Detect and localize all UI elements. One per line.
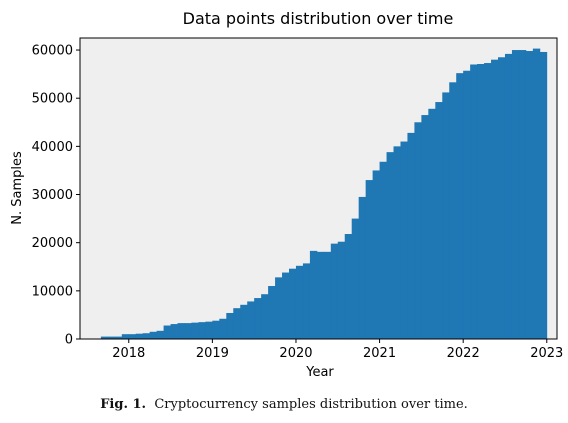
histogram-bar	[442, 92, 450, 339]
y-tick-label: 20000	[32, 236, 73, 251]
plot-frame	[79, 37, 558, 340]
histogram-bar	[491, 59, 499, 340]
histogram-bar	[456, 73, 464, 339]
histogram-bar	[393, 146, 401, 339]
histogram-bar	[435, 102, 443, 339]
histogram-bar	[407, 132, 415, 339]
histogram-bar	[177, 323, 185, 339]
y-tick-label: 40000	[32, 140, 73, 155]
y-tick-label: 10000	[32, 284, 73, 299]
histogram-bar	[498, 57, 506, 339]
histogram-bar	[149, 331, 158, 339]
y-tick-label: 50000	[32, 92, 73, 107]
histogram-bar	[295, 265, 304, 339]
histogram-bar	[135, 333, 144, 339]
histogram-bar	[163, 325, 171, 339]
x-tick-label: 2018	[112, 346, 145, 361]
histogram-bar	[114, 336, 123, 339]
y-tick-label: 30000	[32, 188, 73, 203]
histogram-bar	[212, 320, 220, 339]
histogram-bar	[184, 323, 192, 339]
histogram-bar	[226, 312, 234, 339]
x-axis-ticks: 2018 2019 2020 2021 2022 2023	[112, 339, 563, 361]
histogram-bar	[337, 241, 346, 339]
histogram-bar	[156, 330, 165, 339]
y-axis-label: N. Samples	[10, 151, 25, 225]
histogram-bar	[198, 322, 206, 339]
histogram-bar	[525, 51, 534, 339]
histogram-bar	[261, 294, 269, 339]
histogram-bar	[470, 64, 478, 340]
x-tick-label: 2021	[363, 346, 396, 361]
x-axis-label: Year	[305, 365, 334, 380]
histogram-bar	[358, 196, 367, 339]
histogram-bar	[275, 277, 283, 339]
histogram-chart: Data points distribution over time 0 1000…	[10, 9, 563, 380]
histogram-bar	[504, 53, 513, 339]
histogram-bar	[539, 51, 548, 339]
figure-caption-text: Cryptocurrency samples distribution over…	[154, 397, 468, 412]
histogram-bar	[254, 298, 262, 339]
histogram-bar	[219, 318, 227, 339]
histogram-bar	[351, 218, 360, 339]
histogram-bar	[302, 263, 311, 339]
histogram-bar	[191, 322, 199, 339]
histogram-bar	[379, 161, 387, 339]
histogram-bar	[511, 50, 520, 339]
histogram-bar	[400, 141, 408, 339]
histogram-bar	[428, 108, 436, 339]
histogram-bar	[323, 251, 332, 339]
histogram-bar	[107, 336, 116, 339]
histogram-bar	[518, 50, 527, 339]
histogram-bar	[344, 234, 353, 339]
histogram-bar	[170, 324, 178, 339]
x-tick-label: 2022	[447, 346, 480, 361]
histogram-bar	[330, 243, 339, 339]
histogram-bar	[414, 122, 422, 339]
y-axis-ticks: 0 10000 20000 30000 40000 50000 60000	[32, 44, 80, 348]
x-tick-label: 2023	[530, 346, 563, 361]
y-tick-label: 0	[65, 333, 73, 348]
histogram-bar	[205, 321, 213, 339]
histogram-bar	[121, 334, 130, 339]
histogram-bar	[142, 333, 151, 339]
x-tick-label: 2019	[196, 346, 229, 361]
figure-caption: Fig. 1. Cryptocurrency samples distribut…	[0, 397, 568, 412]
x-tick-label: 2020	[279, 346, 312, 361]
chart-title: Data points distribution over time	[183, 9, 454, 28]
histogram-bar	[484, 63, 492, 339]
histogram-bar	[421, 115, 429, 339]
histogram-bar	[100, 336, 109, 339]
histogram-bar	[268, 286, 276, 339]
histogram-bar	[449, 82, 457, 339]
histogram-bar	[289, 268, 297, 339]
histogram-bar	[477, 64, 485, 339]
histogram-bar	[128, 334, 137, 339]
histogram-bar	[247, 301, 255, 339]
figure-caption-label: Fig. 1.	[100, 397, 147, 412]
histogram-bars	[100, 48, 548, 340]
histogram-bar	[309, 250, 318, 339]
histogram-bar	[372, 170, 380, 339]
histogram-bar	[463, 70, 471, 339]
y-tick-label: 60000	[32, 44, 73, 59]
histogram-bar	[233, 308, 241, 339]
histogram-bar	[386, 152, 394, 339]
histogram-bar	[316, 251, 325, 339]
histogram-bar	[365, 180, 374, 339]
histogram-bar	[532, 48, 541, 339]
histogram-bar	[240, 304, 248, 339]
histogram-bar	[282, 272, 290, 339]
